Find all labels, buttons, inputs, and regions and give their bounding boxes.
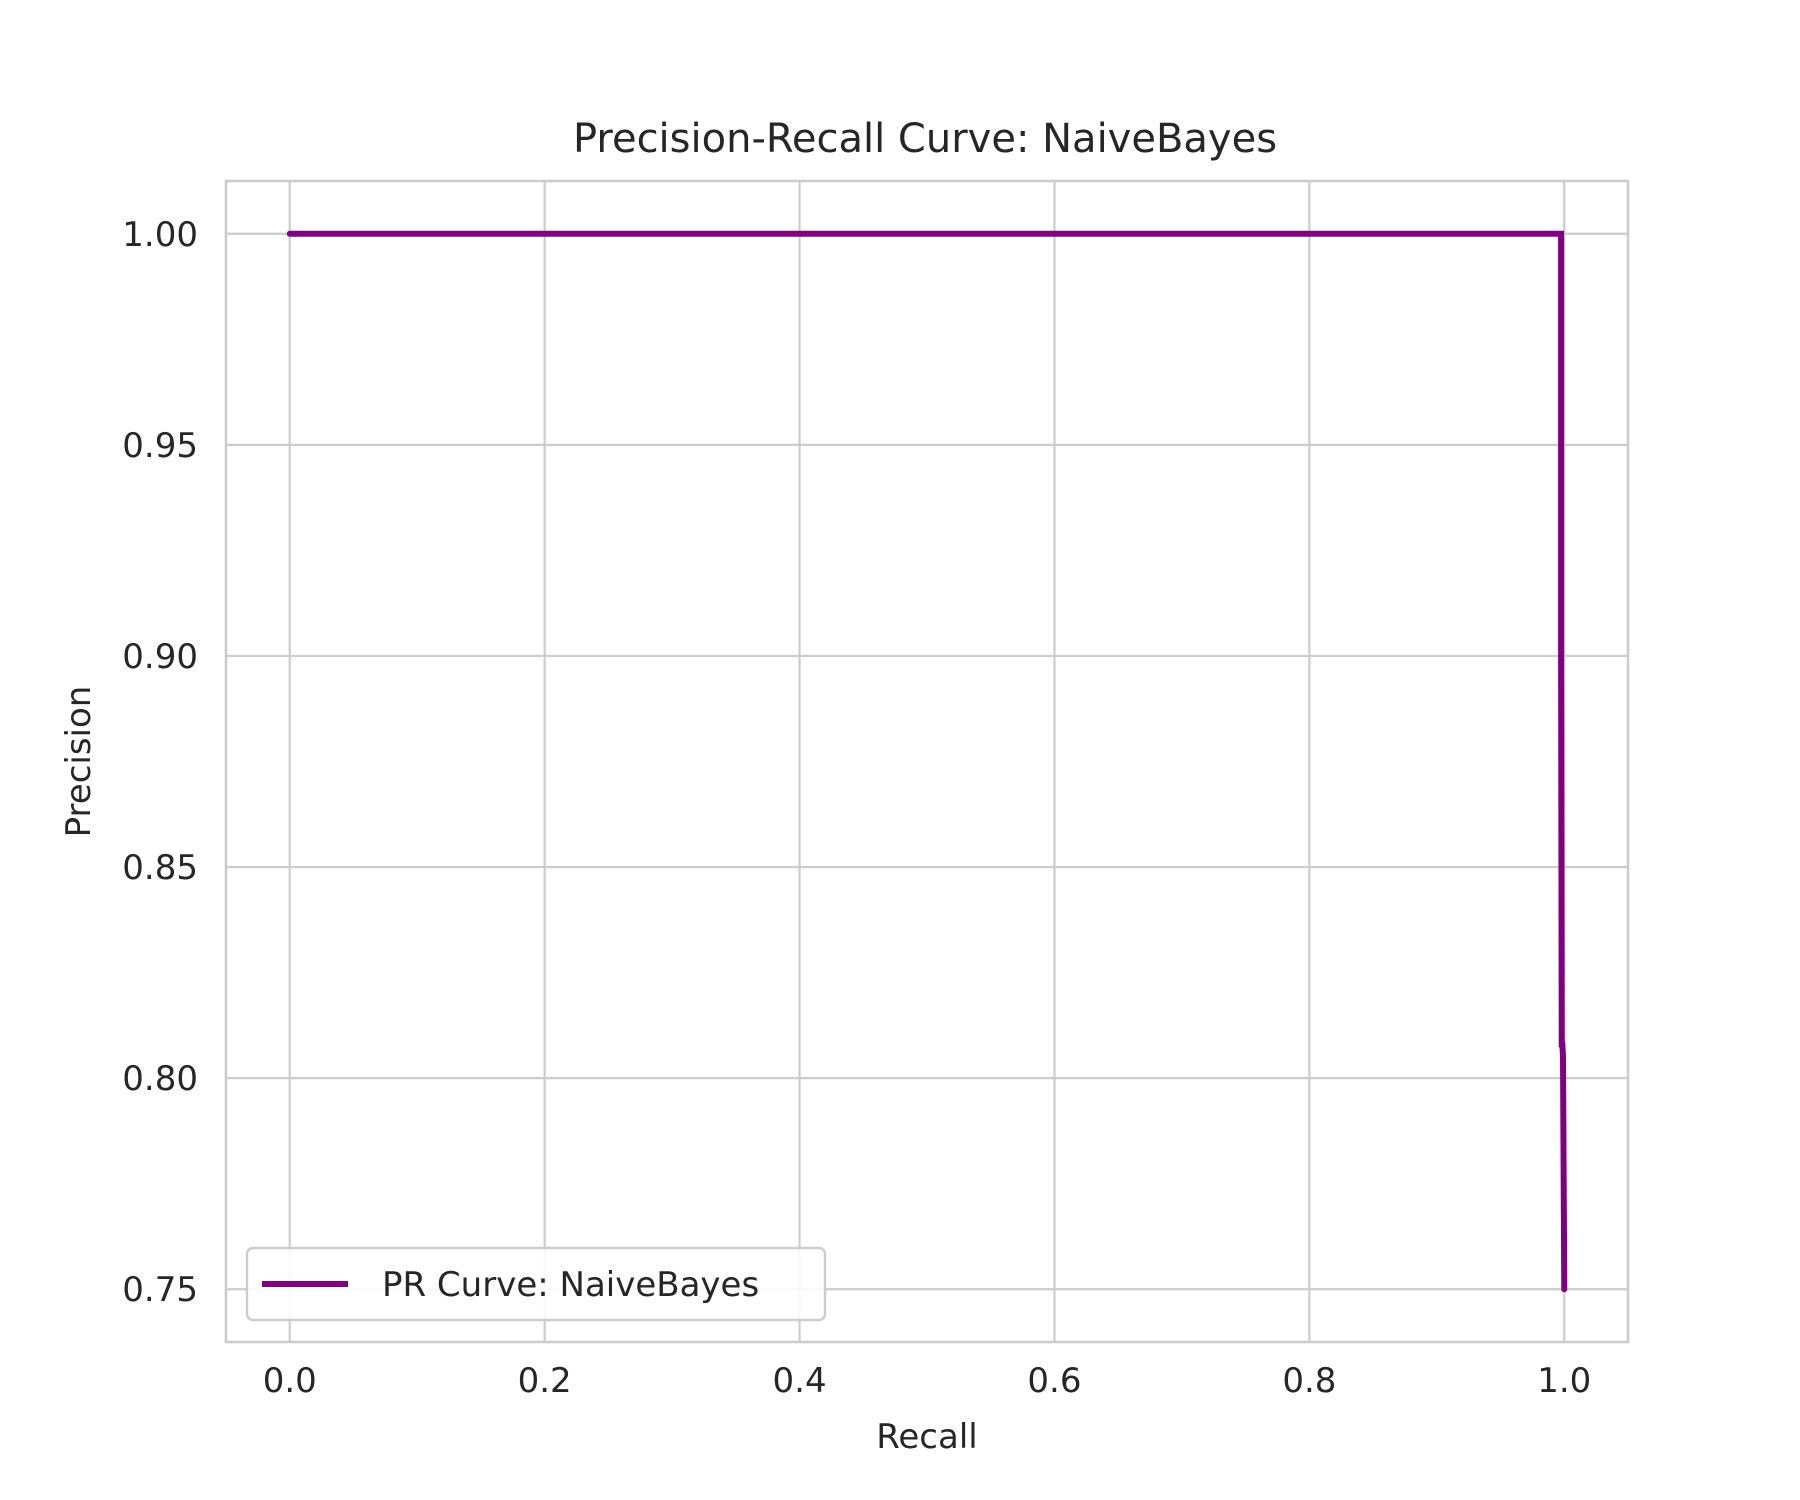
x-tick-label: 0.6 [1027,1361,1081,1401]
series-layer [286,230,1568,1293]
y-axis-label: Precision [59,686,99,838]
x-tick-label: 0.2 [518,1361,572,1401]
y-grid [226,232,1628,1291]
legend-entry-pr-curve: PR Curve: NaiveBayes [382,1265,759,1305]
x-tick-label: 1.0 [1537,1361,1591,1401]
y-tick-labels: 0.75 0.80 0.85 0.90 0.95 1.00 [122,215,198,1310]
x-axis-label: Recall [876,1417,977,1457]
x-tick-labels: 0.0 0.2 0.4 0.6 0.8 1.0 [263,1361,1592,1401]
plot-frame [224,179,1630,1344]
x-tick-label: 0.0 [263,1361,317,1401]
x-tick-label: 0.8 [1282,1361,1336,1401]
x-tick-label: 0.4 [773,1361,827,1401]
series-line-0 [286,230,1568,1293]
legend: PR Curve: NaiveBayes [245,1246,827,1322]
y-tick-label: 0.80 [122,1059,198,1099]
y-tick-label: 0.95 [122,426,198,466]
x-grid [288,181,1566,1342]
y-tick-label: 0.90 [122,637,198,677]
y-tick-label: 0.85 [122,848,198,888]
chart-title: Precision-Recall Curve: NaiveBayes [573,116,1277,162]
y-tick-label: 1.00 [122,215,198,255]
legend-box [245,1246,827,1322]
y-tick-label: 0.75 [122,1270,198,1310]
